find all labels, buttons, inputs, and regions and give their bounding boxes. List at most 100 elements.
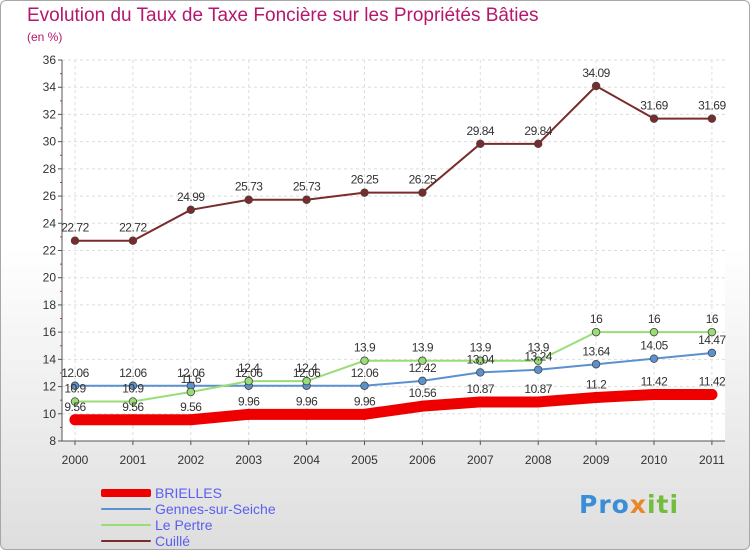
data-label: 10.87: [467, 382, 495, 396]
data-label: 12.06: [119, 366, 147, 380]
data-point: [476, 139, 485, 149]
data-point: [70, 381, 80, 390]
legend-label: BRIELLES: [155, 485, 222, 501]
data-point: [185, 414, 197, 426]
data-label: 25.73: [235, 180, 263, 194]
y-tick-label: 8: [49, 434, 56, 448]
legend-item-brielles[interactable]: BRIELLES: [101, 485, 276, 501]
legend-label: Cuillé: [155, 533, 191, 549]
data-label: 26.25: [351, 173, 379, 187]
y-tick-label: 20: [43, 271, 57, 285]
y-tick-label: 32: [43, 107, 57, 121]
y-tick-label: 14: [43, 352, 57, 366]
series-line-brielles: [69, 388, 718, 426]
data-label: 31.69: [698, 99, 726, 113]
legend-swatch-cuille: [101, 540, 151, 542]
data-point: [360, 381, 369, 390]
data-point: [476, 356, 485, 365]
data-point: [706, 388, 718, 400]
series-line-le-pertre: [74, 331, 713, 403]
data-point: [707, 327, 717, 337]
data-point: [302, 195, 311, 204]
legend: BRIELLES Gennes-sur-Seiche Le Pertre Cui…: [101, 485, 276, 549]
legend-item-le-pertre[interactable]: Le Pertre: [101, 517, 276, 533]
data-point: [418, 356, 427, 365]
data-label: 12.06: [61, 366, 89, 380]
data-label: 14.47: [698, 333, 726, 347]
legend-label: Le Pertre: [155, 517, 213, 533]
data-label: 13.04: [467, 352, 495, 366]
data-point: [416, 400, 428, 412]
data-label: 9.56: [180, 400, 202, 414]
x-tick-label: 2010: [641, 453, 668, 467]
series-line-cuill-: [74, 84, 713, 242]
data-label: 29.84: [524, 124, 552, 138]
data-point: [591, 81, 601, 91]
data-label: 13.9: [470, 341, 492, 355]
data-label: 16: [706, 312, 719, 326]
data-label: 9.56: [64, 400, 86, 414]
data-label: 13.64: [582, 344, 610, 358]
data-point: [590, 391, 602, 403]
data-point: [302, 376, 311, 386]
chart-unit-label: (en %): [27, 30, 63, 44]
data-point: [244, 195, 253, 204]
data-label: 29.84: [467, 124, 495, 138]
data-label: 11.42: [699, 374, 726, 388]
x-tick-label: 2009: [583, 453, 610, 467]
y-tick-label: 24: [43, 216, 57, 230]
data-label: 25.73: [293, 180, 321, 194]
y-tick-label: 22: [43, 244, 57, 258]
data-label: 31.69: [640, 99, 668, 113]
y-tick-label: 10: [43, 407, 57, 421]
data-point: [534, 139, 543, 149]
data-point: [649, 327, 659, 337]
y-tick-label: 16: [43, 325, 57, 339]
data-point: [707, 348, 717, 358]
data-point: [649, 354, 659, 363]
x-tick-label: 2003: [235, 453, 262, 467]
data-label: 10.56: [409, 386, 437, 400]
data-label: 12.06: [177, 366, 205, 380]
legend-swatch-brielles: [101, 489, 151, 497]
data-point: [418, 188, 427, 197]
chart-title: Evolution du Taux de Taxe Foncière sur l…: [27, 5, 539, 26]
data-label: 26.25: [409, 173, 437, 187]
data-point: [128, 397, 138, 406]
data-label: 12.42: [409, 361, 437, 375]
x-tick-label: 2008: [525, 453, 552, 467]
data-label: 14.05: [640, 339, 668, 353]
data-label: 34.09: [582, 66, 610, 80]
x-tick-label: 2001: [120, 453, 147, 467]
data-label: 12.4: [296, 361, 318, 375]
legend-item-gennes-sur-seiche[interactable]: Gennes-sur-Seiche: [101, 501, 276, 517]
legend-label: Gennes-sur-Seiche: [155, 501, 276, 517]
x-tick-label: 2002: [177, 453, 204, 467]
data-label: 9.96: [238, 394, 260, 408]
x-tick-label: 2011: [699, 453, 725, 467]
data-label: 11.6: [181, 372, 202, 386]
y-tick-label: 26: [43, 189, 57, 203]
data-point: [128, 236, 138, 245]
data-label: 13.24: [524, 350, 552, 364]
data-point: [591, 360, 601, 369]
data-label: 22.72: [61, 221, 89, 235]
y-tick-label: 34: [43, 80, 57, 94]
data-label: 10.9: [64, 382, 86, 396]
data-point: [186, 205, 195, 215]
data-point: [128, 381, 138, 390]
data-point: [418, 376, 427, 386]
y-tick-label: 30: [43, 135, 57, 149]
x-tick-label: 2005: [351, 453, 378, 467]
series-line-gennes-sur-seiche: [74, 351, 713, 387]
legend-item-cuille[interactable]: Cuillé: [101, 533, 276, 549]
data-point: [186, 387, 195, 397]
data-point: [474, 396, 486, 408]
data-label: 16: [590, 312, 603, 326]
data-point: [70, 397, 80, 406]
data-label: 12.06: [235, 366, 263, 380]
data-label: 12.06: [351, 366, 379, 380]
data-point: [70, 236, 80, 245]
x-tick-label: 2007: [467, 453, 494, 467]
